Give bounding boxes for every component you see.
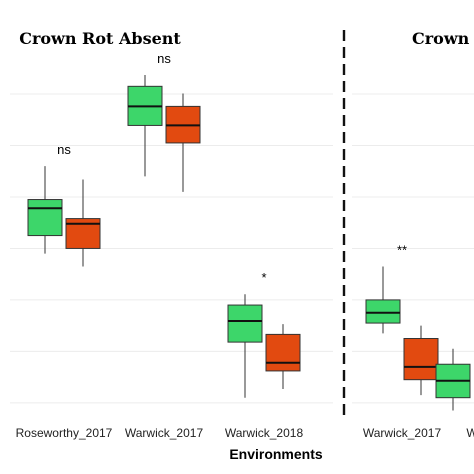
- x-tick-layer: Roseworthy_2017 Warwick_2017 Warwick_2018 W…: [16, 426, 474, 440]
- box-group1: [365, 266, 401, 334]
- significance-label: **: [397, 242, 407, 257]
- panel-title-present: Crown R: [412, 29, 474, 48]
- box-iqr: [365, 299, 401, 324]
- box-iqr: [265, 333, 301, 372]
- x-axis-label: Environments: [229, 446, 323, 462]
- significance-label: ns: [57, 142, 71, 157]
- box-layer: [27, 74, 471, 411]
- box-iqr: [227, 304, 263, 343]
- panel-title-absent: Crown Rot Absent: [19, 29, 181, 48]
- box-group1: [227, 294, 263, 398]
- box-iqr: [403, 338, 439, 381]
- x-tick-label: Roseworthy_2017: [16, 426, 113, 440]
- significance-label: ns: [157, 51, 171, 66]
- x-tick-label: Warwick_2017: [125, 426, 204, 440]
- box-group2: [265, 324, 301, 389]
- box-group2: [165, 93, 201, 192]
- box-group1: [127, 74, 163, 177]
- x-tick-label: W: [466, 426, 474, 440]
- box-group1: [435, 348, 471, 411]
- box-group1: [27, 166, 63, 254]
- grid-layer: [10, 93, 474, 404]
- significance-label: *: [261, 270, 266, 285]
- x-tick-label: Warwick_2017: [363, 426, 442, 440]
- box-group2: [403, 325, 439, 396]
- x-tick-label: Warwick_2018: [225, 426, 304, 440]
- box-iqr: [27, 199, 63, 237]
- box-group2: [65, 179, 101, 267]
